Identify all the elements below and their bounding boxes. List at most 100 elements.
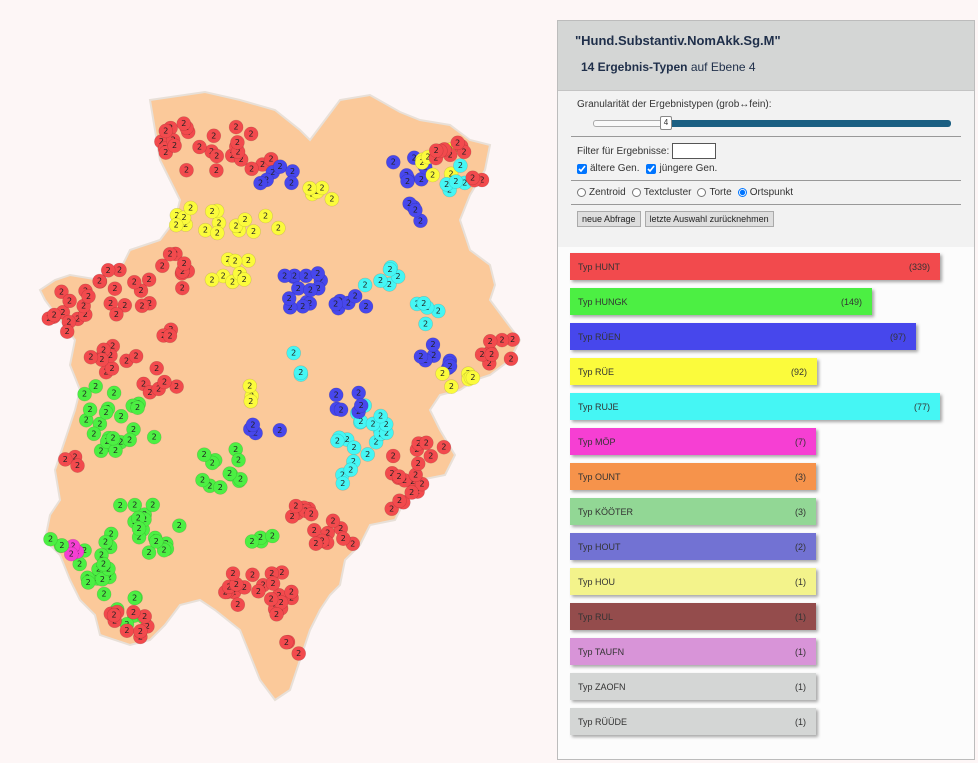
map-marker[interactable]: 2 bbox=[277, 268, 293, 284]
marker-dot[interactable] bbox=[308, 536, 324, 552]
map-marker[interactable]: 2 bbox=[196, 447, 212, 463]
map-marker[interactable]: 2 bbox=[83, 349, 99, 365]
legend-item[interactable]: Typ KÖÖTER (3) bbox=[570, 498, 816, 525]
marker-dot[interactable] bbox=[183, 200, 198, 216]
marker-dot[interactable] bbox=[172, 518, 187, 534]
map-marker[interactable]: 2 bbox=[168, 217, 184, 233]
map-marker[interactable]: 2 bbox=[105, 430, 121, 446]
legend-item[interactable]: Typ HUNT (339) bbox=[570, 253, 940, 280]
marker-dot[interactable] bbox=[176, 256, 192, 271]
map-marker[interactable]: 2 bbox=[72, 556, 87, 572]
marker-dot[interactable] bbox=[227, 253, 243, 269]
map-marker[interactable]: 2 bbox=[303, 282, 318, 298]
map-marker[interactable]: 2 bbox=[70, 458, 85, 473]
marker-dot[interactable] bbox=[237, 212, 253, 227]
zentroid-label[interactable]: Zentroid bbox=[589, 187, 626, 198]
map-marker[interactable]: 2 bbox=[228, 442, 243, 457]
map-marker[interactable]: 2 bbox=[209, 148, 225, 164]
map-marker[interactable]: 2 bbox=[119, 623, 135, 639]
map-marker[interactable]: 2 bbox=[106, 607, 122, 623]
older-gen-label[interactable]: ältere Gen. bbox=[590, 163, 640, 174]
marker-dot[interactable] bbox=[210, 225, 225, 241]
map-marker[interactable]: 2 bbox=[244, 534, 260, 549]
marker-dot[interactable] bbox=[96, 556, 111, 572]
marker-dot[interactable] bbox=[360, 447, 376, 462]
marker-dot[interactable] bbox=[117, 297, 133, 313]
map-marker[interactable]: 2 bbox=[130, 400, 145, 416]
marker-dot[interactable] bbox=[158, 123, 174, 139]
map-marker[interactable]: 2 bbox=[141, 272, 157, 288]
younger-gen-label[interactable]: jüngere Gen. bbox=[659, 163, 718, 174]
map-marker[interactable]: 2 bbox=[302, 180, 318, 196]
map-marker[interactable]: 2 bbox=[418, 316, 433, 332]
legend-item[interactable]: Typ RÜE (92) bbox=[570, 358, 817, 385]
map-marker[interactable]: 2 bbox=[293, 365, 309, 381]
map-marker[interactable]: 2 bbox=[133, 623, 148, 639]
legend-item[interactable]: Typ ZAOFN (1) bbox=[570, 673, 816, 700]
legend-item[interactable]: Typ MÖP (7) bbox=[570, 428, 816, 455]
map-marker[interactable]: 2 bbox=[230, 135, 245, 150]
granularity-slider[interactable]: 4 bbox=[593, 116, 951, 130]
map-marker[interactable]: 2 bbox=[64, 546, 79, 562]
map-marker[interactable]: 2 bbox=[176, 116, 192, 131]
map-marker[interactable]: 2 bbox=[100, 262, 116, 278]
marker-dot[interactable] bbox=[206, 128, 222, 144]
map-marker[interactable]: 2 bbox=[155, 258, 170, 274]
marker-dot[interactable] bbox=[127, 590, 142, 606]
marker-dot[interactable] bbox=[382, 262, 398, 277]
map-marker[interactable]: 2 bbox=[391, 469, 407, 484]
marker-dot[interactable] bbox=[141, 272, 157, 288]
map-marker[interactable]: 2 bbox=[117, 297, 133, 313]
marker-dot[interactable] bbox=[410, 456, 426, 471]
map-marker[interactable]: 2 bbox=[92, 273, 107, 289]
marker-dot[interactable] bbox=[408, 202, 423, 218]
marker-dot[interactable] bbox=[236, 272, 252, 287]
marker-dot[interactable] bbox=[242, 378, 258, 394]
map-marker[interactable]: 2 bbox=[272, 422, 288, 438]
marker-dot[interactable] bbox=[98, 405, 114, 420]
marker-dot[interactable] bbox=[195, 472, 210, 488]
textcluster-label[interactable]: Textcluster bbox=[643, 187, 692, 198]
map-marker[interactable]: 2 bbox=[358, 299, 374, 314]
marker-dot[interactable] bbox=[230, 135, 245, 150]
map-marker[interactable]: 2 bbox=[59, 324, 75, 340]
map-marker[interactable]: 2 bbox=[131, 521, 147, 536]
map-marker[interactable]: 2 bbox=[448, 174, 464, 189]
marker-dot[interactable] bbox=[343, 462, 359, 478]
marker-dot[interactable] bbox=[265, 576, 281, 591]
map-marker[interactable]: 2 bbox=[435, 366, 450, 381]
marker-dot[interactable] bbox=[335, 475, 351, 491]
map-marker[interactable]: 2 bbox=[141, 545, 157, 560]
marker-dot[interactable] bbox=[128, 348, 144, 364]
marker-dot[interactable] bbox=[209, 148, 225, 164]
new-query-button[interactable]: neue Abfrage bbox=[577, 211, 641, 227]
map-marker[interactable]: 2 bbox=[245, 567, 260, 583]
map-marker[interactable]: 2 bbox=[149, 360, 164, 376]
map-marker[interactable]: 2 bbox=[258, 208, 273, 224]
legend-item[interactable]: Typ HOUT (2) bbox=[570, 533, 816, 560]
map-marker[interactable]: 2 bbox=[328, 296, 344, 312]
map-marker[interactable]: 2 bbox=[108, 443, 123, 459]
map-marker[interactable]: 2 bbox=[382, 262, 398, 277]
marker-dot[interactable] bbox=[265, 528, 280, 544]
map-marker[interactable]: 2 bbox=[404, 485, 420, 500]
map-marker[interactable]: 2 bbox=[245, 417, 261, 433]
marker-dot[interactable] bbox=[134, 298, 150, 314]
marker-dot[interactable] bbox=[113, 497, 128, 513]
map-marker[interactable]: 2 bbox=[126, 604, 141, 620]
map-marker[interactable]: 2 bbox=[82, 402, 98, 417]
ortspunkt-radio[interactable] bbox=[737, 188, 747, 197]
map-marker[interactable]: 2 bbox=[88, 379, 103, 394]
filter-input[interactable] bbox=[672, 143, 717, 159]
map-marker[interactable]: 2 bbox=[113, 408, 129, 424]
map-marker[interactable]: 2 bbox=[158, 123, 174, 139]
marker-dot[interactable] bbox=[404, 485, 420, 500]
torte-label[interactable]: Torte bbox=[709, 187, 732, 198]
marker-dot[interactable] bbox=[436, 439, 452, 455]
marker-dot[interactable] bbox=[284, 175, 299, 191]
map-marker[interactable]: 2 bbox=[343, 462, 359, 478]
map-marker[interactable]: 2 bbox=[183, 200, 198, 216]
map-marker[interactable]: 2 bbox=[286, 345, 302, 361]
map-marker[interactable]: 2 bbox=[284, 584, 299, 600]
